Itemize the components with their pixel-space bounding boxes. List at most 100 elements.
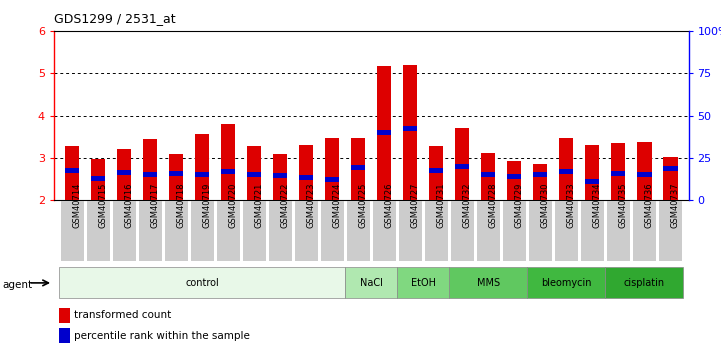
Bar bbox=[663, 166, 678, 171]
Bar bbox=[429, 168, 443, 172]
FancyBboxPatch shape bbox=[347, 201, 370, 261]
Bar bbox=[481, 153, 495, 200]
FancyBboxPatch shape bbox=[449, 267, 527, 298]
FancyBboxPatch shape bbox=[164, 201, 188, 261]
FancyBboxPatch shape bbox=[606, 267, 684, 298]
Bar bbox=[403, 126, 417, 131]
Text: GSM40717: GSM40717 bbox=[150, 182, 159, 228]
Text: GSM40726: GSM40726 bbox=[384, 182, 394, 228]
Bar bbox=[637, 172, 652, 177]
FancyBboxPatch shape bbox=[451, 201, 474, 261]
FancyBboxPatch shape bbox=[606, 201, 630, 261]
Text: NaCl: NaCl bbox=[360, 278, 383, 288]
Bar bbox=[59, 308, 70, 323]
Text: cisplatin: cisplatin bbox=[624, 278, 665, 288]
Bar bbox=[117, 170, 131, 175]
Bar bbox=[117, 149, 131, 200]
Text: GSM40720: GSM40720 bbox=[229, 183, 237, 228]
FancyBboxPatch shape bbox=[112, 201, 136, 261]
Text: GSM40714: GSM40714 bbox=[72, 183, 81, 228]
Bar bbox=[377, 129, 392, 135]
Bar bbox=[65, 146, 79, 200]
Text: GSM40715: GSM40715 bbox=[98, 183, 107, 228]
Bar bbox=[455, 128, 469, 200]
Bar bbox=[325, 138, 340, 200]
FancyBboxPatch shape bbox=[659, 201, 682, 261]
Bar bbox=[455, 164, 469, 169]
FancyBboxPatch shape bbox=[190, 201, 214, 261]
Bar bbox=[507, 161, 521, 200]
Text: GSM40736: GSM40736 bbox=[645, 182, 653, 228]
Bar bbox=[611, 143, 626, 200]
Bar bbox=[663, 157, 678, 200]
Bar bbox=[325, 177, 340, 183]
Bar bbox=[559, 169, 573, 174]
Bar bbox=[169, 171, 183, 176]
Bar bbox=[351, 165, 366, 170]
Bar bbox=[534, 172, 547, 177]
Text: GSM40722: GSM40722 bbox=[280, 183, 289, 228]
FancyBboxPatch shape bbox=[399, 201, 422, 261]
FancyBboxPatch shape bbox=[527, 267, 606, 298]
Text: percentile rank within the sample: percentile rank within the sample bbox=[74, 331, 250, 341]
Text: GSM40716: GSM40716 bbox=[124, 182, 133, 228]
Text: GSM40733: GSM40733 bbox=[566, 182, 575, 228]
Text: transformed count: transformed count bbox=[74, 310, 172, 320]
Bar bbox=[559, 138, 573, 200]
Bar bbox=[273, 173, 288, 178]
Bar bbox=[143, 139, 157, 200]
Text: bleomycin: bleomycin bbox=[541, 278, 592, 288]
Text: GSM40731: GSM40731 bbox=[436, 182, 446, 228]
Text: MMS: MMS bbox=[477, 278, 500, 288]
Bar bbox=[481, 172, 495, 177]
Text: GSM40719: GSM40719 bbox=[203, 183, 211, 228]
Text: GSM40737: GSM40737 bbox=[671, 182, 679, 228]
Bar bbox=[59, 328, 70, 343]
FancyBboxPatch shape bbox=[580, 201, 604, 261]
FancyBboxPatch shape bbox=[554, 201, 578, 261]
FancyBboxPatch shape bbox=[138, 201, 162, 261]
Text: GSM40729: GSM40729 bbox=[514, 183, 523, 228]
Bar bbox=[221, 169, 236, 174]
Bar bbox=[351, 138, 366, 200]
FancyBboxPatch shape bbox=[373, 201, 396, 261]
Bar bbox=[429, 146, 443, 200]
Text: GSM40732: GSM40732 bbox=[462, 182, 472, 228]
Text: GDS1299 / 2531_at: GDS1299 / 2531_at bbox=[54, 12, 176, 25]
Text: EtOH: EtOH bbox=[411, 278, 435, 288]
FancyBboxPatch shape bbox=[87, 201, 110, 261]
Bar bbox=[169, 154, 183, 200]
FancyBboxPatch shape bbox=[216, 201, 240, 261]
Bar bbox=[403, 65, 417, 200]
FancyBboxPatch shape bbox=[425, 201, 448, 261]
Bar bbox=[221, 124, 236, 200]
Bar bbox=[637, 142, 652, 200]
FancyBboxPatch shape bbox=[345, 267, 397, 298]
Bar bbox=[143, 172, 157, 177]
Text: agent: agent bbox=[2, 280, 32, 289]
Bar bbox=[273, 154, 288, 200]
Bar bbox=[585, 145, 599, 200]
Bar bbox=[299, 145, 314, 200]
FancyBboxPatch shape bbox=[528, 201, 552, 261]
Text: GSM40730: GSM40730 bbox=[540, 182, 549, 228]
Bar bbox=[611, 170, 626, 176]
Bar bbox=[65, 168, 79, 174]
Text: GSM40723: GSM40723 bbox=[306, 182, 315, 228]
FancyBboxPatch shape bbox=[632, 201, 656, 261]
Bar bbox=[534, 164, 547, 200]
Text: GSM40725: GSM40725 bbox=[358, 183, 367, 228]
FancyBboxPatch shape bbox=[397, 267, 449, 298]
FancyBboxPatch shape bbox=[503, 201, 526, 261]
Text: control: control bbox=[185, 278, 219, 288]
Bar bbox=[377, 66, 392, 200]
FancyBboxPatch shape bbox=[477, 201, 500, 261]
Text: GSM40724: GSM40724 bbox=[332, 183, 341, 228]
FancyBboxPatch shape bbox=[295, 201, 318, 261]
Bar bbox=[247, 146, 262, 200]
FancyBboxPatch shape bbox=[321, 201, 344, 261]
FancyBboxPatch shape bbox=[59, 267, 345, 298]
Bar bbox=[247, 172, 262, 177]
Bar bbox=[91, 176, 105, 181]
FancyBboxPatch shape bbox=[269, 201, 292, 261]
